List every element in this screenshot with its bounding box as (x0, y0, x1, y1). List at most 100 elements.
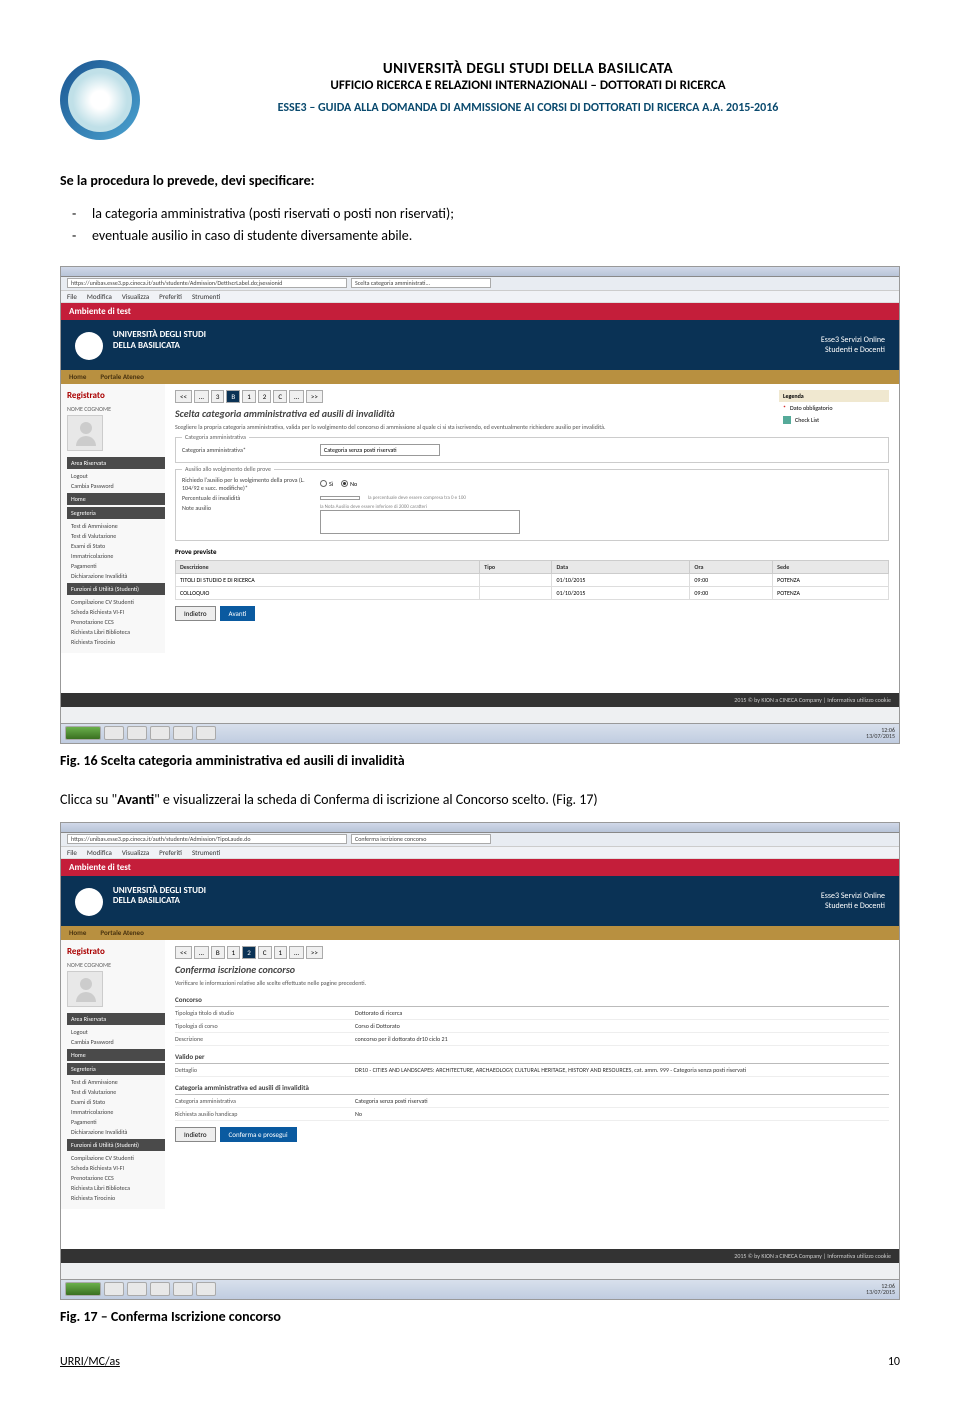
bc-step-active[interactable]: B (226, 390, 240, 403)
sidebar-item[interactable]: Richiesta Tirocinio (67, 1193, 165, 1203)
sidebar-segreteria[interactable]: Segreteria (67, 507, 165, 519)
fieldset-categoria: Categoria amministrativa Categoria ammin… (175, 437, 889, 463)
menu-visualizza[interactable]: Visualizza (122, 848, 149, 857)
sidebar-item[interactable]: Prenotazione CCS (67, 1173, 165, 1183)
sidebar-cambia-password[interactable]: Cambia Password (67, 481, 165, 491)
nav-portale[interactable]: Portale Ateneo (100, 928, 143, 937)
taskbar-clock: 12:0613/07/2015 (866, 727, 895, 739)
th-ora: Ora (690, 560, 773, 573)
sidebar-home[interactable]: Home (67, 1049, 165, 1061)
bc-step[interactable]: 2 (258, 390, 272, 403)
start-button[interactable] (65, 1282, 101, 1296)
sidebar-item[interactable]: Richiesta Libri Biblioteca (67, 627, 165, 637)
bc-step[interactable]: 3 (211, 390, 225, 403)
nav-portale[interactable]: Portale Ateneo (100, 372, 143, 381)
taskbar-icon[interactable] (173, 1282, 193, 1296)
menu-strumenti[interactable]: Strumenti (192, 292, 220, 301)
bc-step[interactable]: … (289, 946, 304, 959)
bc-step[interactable]: … (194, 390, 209, 403)
browser-tab[interactable]: Scelta categoria amministrati... (351, 278, 491, 288)
conferma-button[interactable]: Conferma e prosegui (220, 1127, 297, 1142)
bc-step[interactable]: 1 (274, 946, 288, 959)
sidebar-cambia-password[interactable]: Cambia Password (67, 1037, 165, 1047)
sidebar-item[interactable]: Immatricolazione (67, 551, 165, 561)
bc-step[interactable]: 1 (242, 390, 256, 403)
sidebar-item[interactable]: Test di Valutazione (67, 1087, 165, 1097)
menu-strumenti[interactable]: Strumenti (192, 848, 220, 857)
sidebar-item[interactable]: Test di Valutazione (67, 531, 165, 541)
menu-file[interactable]: File (67, 848, 77, 857)
taskbar-icon[interactable] (104, 1282, 124, 1296)
bc-step[interactable]: … (194, 946, 209, 959)
sidebar-logout[interactable]: Logout (67, 471, 165, 481)
sidebar-logout[interactable]: Logout (67, 1027, 165, 1037)
radio-no[interactable]: No (341, 480, 357, 488)
sidebar-area-riservata[interactable]: Area Riservata (67, 1013, 165, 1025)
url-field[interactable]: https://unibas.esse3.pp.cineca.it/auth/s… (67, 834, 347, 844)
nav-home[interactable]: Home (69, 372, 86, 381)
sidebar-item[interactable]: Test di Ammissione (67, 521, 165, 531)
value-tipologia-titolo: Dottorato di ricerca (355, 1009, 889, 1017)
office-name: UFFICIO RICERCA E RELAZIONI INTERNAZIONA… (156, 78, 900, 93)
input-percentuale[interactable] (320, 496, 360, 500)
nav-home[interactable]: Home (69, 928, 86, 937)
browser-tab[interactable]: Conferma iscrizione concorso (351, 834, 491, 844)
bc-step[interactable]: 1 (227, 946, 241, 959)
avanti-button[interactable]: Avanti (220, 606, 256, 621)
sidebar-item[interactable]: Scheda Richiesta VI-FI (67, 607, 165, 617)
label-descrizione: Descrizione (175, 1035, 355, 1043)
sidebar-item[interactable]: Prenotazione CCS (67, 617, 165, 627)
menu-preferiti[interactable]: Preferiti (159, 848, 182, 857)
sidebar-item[interactable]: Pagamenti (67, 1117, 165, 1127)
menu-preferiti[interactable]: Preferiti (159, 292, 182, 301)
taskbar-icon[interactable] (127, 1282, 147, 1296)
sidebar-home[interactable]: Home (67, 493, 165, 505)
menu-modifica[interactable]: Modifica (87, 292, 112, 301)
sidebar-funzioni[interactable]: Funzioni di Utilità (Studenti) (67, 583, 165, 595)
sidebar-item[interactable]: Dichiarazione Invalidità (67, 1127, 165, 1137)
menu-modifica[interactable]: Modifica (87, 848, 112, 857)
bc-step[interactable]: … (289, 390, 304, 403)
bc-step[interactable]: C (258, 946, 272, 959)
bc-step[interactable]: B (211, 946, 225, 959)
bc-next[interactable]: >> (306, 390, 323, 403)
bc-next[interactable]: >> (306, 946, 323, 959)
sidebar-username: NOME COGNOME (67, 961, 165, 969)
indietro-button[interactable]: Indietro (175, 1127, 216, 1142)
browser-titlebar (61, 823, 899, 833)
bc-step-active[interactable]: 2 (242, 946, 256, 959)
taskbar-icon[interactable] (196, 726, 216, 740)
taskbar-icon[interactable] (150, 726, 170, 740)
bc-prev[interactable]: << (175, 390, 192, 403)
bc-prev[interactable]: << (175, 946, 192, 959)
start-button[interactable] (65, 726, 101, 740)
url-field[interactable]: https://unibas.esse3.pp.cineca.it/auth/s… (67, 278, 347, 288)
sidebar-item[interactable]: Test di Ammissione (67, 1077, 165, 1087)
sidebar-segreteria[interactable]: Segreteria (67, 1063, 165, 1075)
radio-si[interactable]: Sì (320, 480, 333, 488)
taskbar-icon[interactable] (150, 1282, 170, 1296)
sidebar-item[interactable]: Pagamenti (67, 561, 165, 571)
taskbar-icon[interactable] (173, 726, 193, 740)
sidebar-item[interactable]: Compilazione CV Studenti (67, 1153, 165, 1163)
sidebar-area-riservata[interactable]: Area Riservata (67, 457, 165, 469)
menu-visualizza[interactable]: Visualizza (122, 292, 149, 301)
sidebar-item[interactable]: Esami di Stato (67, 541, 165, 551)
sidebar-item[interactable]: Immatricolazione (67, 1107, 165, 1117)
sidebar-item[interactable]: Compilazione CV Studenti (67, 597, 165, 607)
textarea-note[interactable] (320, 510, 520, 534)
sidebar-item[interactable]: Esami di Stato (67, 1097, 165, 1107)
sidebar-item[interactable]: Richiesta Tirocinio (67, 637, 165, 647)
sidebar-funzioni[interactable]: Funzioni di Utilità (Studenti) (67, 1139, 165, 1151)
indietro-button[interactable]: Indietro (175, 606, 216, 621)
sidebar-item[interactable]: Richiesta Libri Biblioteca (67, 1183, 165, 1193)
taskbar-icon[interactable] (104, 726, 124, 740)
bc-step[interactable]: C (273, 390, 287, 403)
menu-file[interactable]: File (67, 292, 77, 301)
taskbar-icon[interactable] (127, 726, 147, 740)
taskbar-icon[interactable] (196, 1282, 216, 1296)
select-categoria[interactable]: Categoria senza posti riservati (320, 444, 440, 456)
screenshot-fig16: https://unibas.esse3.pp.cineca.it/auth/s… (60, 266, 900, 744)
sidebar-item[interactable]: Scheda Richiesta VI-FI (67, 1163, 165, 1173)
sidebar-item[interactable]: Dichiarazione Invalidità (67, 571, 165, 581)
